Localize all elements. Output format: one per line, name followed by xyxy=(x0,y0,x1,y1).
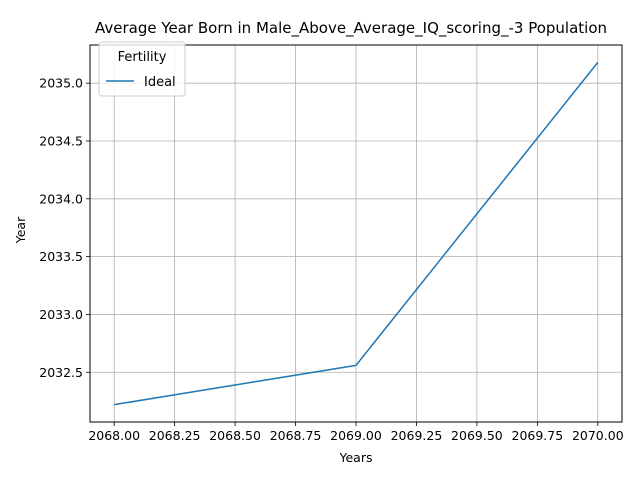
y-tick-label: 2034.0 xyxy=(39,191,83,206)
x-tick-label: 2069.75 xyxy=(512,428,564,443)
y-tick-label: 2033.0 xyxy=(39,307,83,322)
series-line-ideal xyxy=(114,61,599,406)
y-tick-label: 2032.5 xyxy=(39,365,83,380)
x-tick-label: 2068.00 xyxy=(88,428,140,443)
legend-label-ideal: Ideal xyxy=(144,75,176,90)
y-axis-label: Year xyxy=(13,216,28,244)
series-lines xyxy=(114,61,599,406)
grid-lines xyxy=(90,45,622,422)
legend-title: Fertility xyxy=(118,50,167,65)
x-axis-label: Years xyxy=(339,450,373,465)
x-tick-label: 2069.50 xyxy=(451,428,503,443)
x-tick-label: 2069.00 xyxy=(330,428,382,443)
x-tick-label: 2068.75 xyxy=(270,428,322,443)
x-tick-label: 2068.25 xyxy=(149,428,201,443)
y-tick-label: 2033.5 xyxy=(39,249,83,264)
legend: Fertility Ideal xyxy=(98,41,186,97)
legend-box xyxy=(98,41,186,97)
y-tick-label: 2035.0 xyxy=(39,76,83,91)
chart-title: Average Year Born in Male_Above_Average_… xyxy=(95,19,607,38)
x-tick-label: 2068.50 xyxy=(209,428,261,443)
x-tick-label: 2070.00 xyxy=(572,428,624,443)
axis-ticks: 2068.00 2068.25 2068.50 2068.75 2069.00 2069.… xyxy=(39,76,623,443)
y-tick-label: 2034.5 xyxy=(39,133,83,148)
x-tick-label: 2069.25 xyxy=(391,428,443,443)
